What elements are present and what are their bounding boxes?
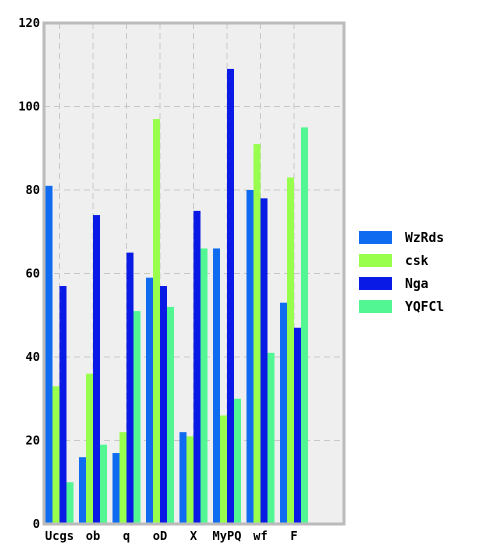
legend-label: YQFCl — [405, 300, 444, 315]
bar — [100, 444, 107, 524]
x-axis-ticks: Ucgs ob q oD X MyPQ wf F — [45, 529, 298, 543]
x-tick-label: X — [190, 529, 198, 543]
bar — [45, 185, 53, 524]
bar — [86, 373, 93, 524]
legend-label: WzRds — [405, 231, 444, 246]
bar — [179, 432, 187, 524]
bar — [186, 436, 194, 524]
y-tick-label: 40 — [26, 350, 40, 364]
y-tick-label: 100 — [18, 100, 40, 114]
bar — [133, 311, 141, 524]
bar — [280, 302, 287, 524]
x-tick-label: ob — [86, 529, 100, 543]
legend-swatch — [359, 277, 392, 290]
x-tick-label: F — [290, 529, 297, 543]
bar — [260, 198, 268, 524]
bar — [220, 415, 227, 524]
legend: WzRds csk Nga YQFCl — [359, 231, 444, 315]
y-tick-label: 60 — [26, 267, 40, 281]
legend-label: csk — [405, 254, 429, 269]
bar — [66, 482, 74, 524]
bar — [119, 432, 127, 524]
bar — [301, 127, 308, 524]
y-tick-label: 80 — [26, 183, 40, 197]
y-tick-label: 20 — [26, 434, 40, 448]
legend-label: Nga — [405, 277, 429, 292]
bar — [227, 68, 234, 525]
bar — [160, 286, 167, 524]
bar — [234, 398, 241, 524]
bar — [93, 215, 100, 525]
legend-swatch — [359, 231, 392, 244]
x-tick-label: oD — [153, 529, 167, 543]
x-tick-label: q — [123, 529, 130, 543]
bar — [79, 457, 86, 524]
bar — [193, 210, 201, 524]
bar — [59, 286, 67, 524]
bar — [287, 177, 294, 524]
plot-frame — [42, 21, 346, 526]
bar — [294, 327, 301, 524]
bar — [153, 119, 160, 525]
x-tick-label: MyPQ — [213, 529, 242, 543]
bar — [146, 277, 153, 524]
bars — [45, 68, 308, 525]
y-tick-label: 0 — [33, 517, 40, 531]
legend-swatch — [359, 254, 392, 267]
legend-swatch — [359, 300, 392, 313]
bar — [112, 453, 120, 524]
x-tick-label: Ucgs — [45, 529, 74, 543]
bar — [200, 248, 208, 524]
bar — [167, 306, 174, 524]
x-tick-label: wf — [253, 529, 267, 543]
bar — [267, 352, 275, 524]
bar — [126, 252, 134, 524]
bar — [213, 248, 220, 524]
bar — [253, 144, 261, 524]
y-tick-label: 120 — [18, 16, 40, 30]
bar — [246, 190, 254, 524]
y-axis-ticks: 0 20 40 60 80 100 120 — [18, 16, 40, 531]
bar — [52, 386, 60, 524]
